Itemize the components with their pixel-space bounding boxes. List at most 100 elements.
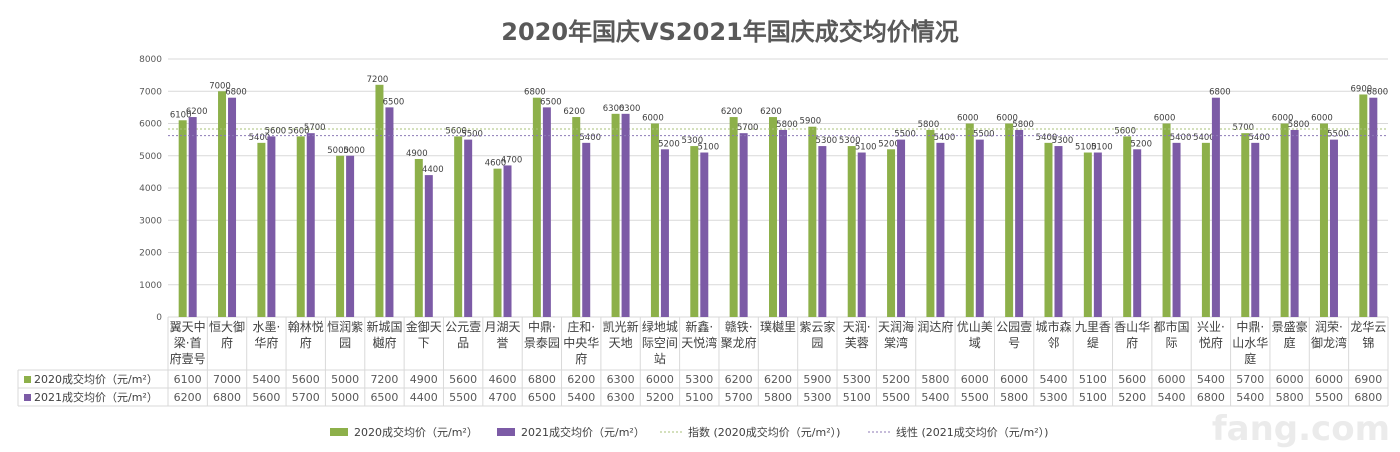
table-cell: 5100: [1079, 391, 1107, 404]
table-cell: 4900: [410, 373, 438, 386]
data-label: 5400: [1170, 133, 1192, 143]
category-label: 府: [1126, 335, 1138, 350]
bar-2020: [650, 123, 659, 317]
table-cell: 6200: [764, 373, 792, 386]
category-label: 金御天: [406, 319, 442, 334]
data-label: 6000: [1154, 114, 1176, 124]
bar-2020: [218, 91, 227, 317]
table-cell: 5500: [882, 391, 910, 404]
table-cell: 5100: [843, 391, 871, 404]
category-label: 新鑫·: [685, 319, 713, 334]
category-label: 中鼎·: [1236, 319, 1264, 334]
data-label: 6500: [383, 97, 405, 107]
data-label: 6300: [619, 104, 641, 114]
data-label: 5100: [697, 143, 719, 153]
bar-2020: [690, 146, 699, 317]
legend-swatch: [497, 428, 515, 436]
category-label: 天悦湾: [681, 335, 717, 350]
category-label: 域: [969, 336, 981, 350]
bar-2020: [493, 168, 502, 317]
bar-2021: [1054, 146, 1063, 317]
bar-2021: [1290, 129, 1299, 317]
bar-2021: [424, 175, 433, 317]
data-label: 6800: [1209, 88, 1231, 98]
table-cell: 5500: [449, 391, 477, 404]
category-label: 中央华: [563, 335, 599, 350]
category-label: 城市森: [1035, 319, 1071, 334]
bar-2021: [857, 152, 866, 317]
category-label: 兴业·: [1197, 320, 1225, 334]
y-tick-label: 6000: [139, 120, 162, 130]
category-label: 际空间: [642, 336, 678, 350]
category-label: 翰林悦: [288, 319, 324, 334]
category-label: 恒大御: [209, 319, 245, 334]
data-label: 6800: [1367, 88, 1389, 98]
table-cell: 6000: [1000, 373, 1028, 386]
bar-2020: [887, 149, 896, 317]
legend-label: 2020成交均价（元/m²）: [354, 425, 478, 439]
bar-2021: [621, 113, 630, 317]
table-cell: 6000: [1158, 373, 1186, 386]
data-label: 5300: [816, 136, 838, 146]
category-label: 都市国: [1154, 319, 1190, 334]
bar-2021: [700, 152, 709, 317]
category-label: 聚龙府: [721, 335, 757, 350]
bar-2021: [975, 139, 984, 317]
category-label: 庄和·: [567, 319, 595, 334]
bar-2020: [1083, 152, 1092, 317]
table-cell: 5400: [1158, 391, 1186, 404]
table-cell: 5700: [292, 391, 320, 404]
table-cell: 5400: [1197, 373, 1225, 386]
table-row-header: 2020成交均价（元/m²）: [34, 372, 158, 386]
data-label: 6100: [170, 110, 192, 120]
bar-2020: [1005, 123, 1014, 317]
table-cell: 5500: [961, 391, 989, 404]
table-cell: 6300: [607, 391, 635, 404]
bar-2020: [532, 97, 541, 317]
bar-2021: [818, 146, 827, 317]
bar-2021: [936, 142, 945, 317]
data-label: 5600: [288, 126, 310, 136]
bar-2021: [1329, 139, 1338, 317]
bar-2021: [346, 155, 355, 317]
category-label: 紫云家: [799, 319, 835, 334]
category-label: 绿地城: [642, 319, 678, 334]
category-label: 品: [457, 336, 469, 350]
category-label: 号: [1008, 336, 1020, 350]
category-label: 公元壹: [445, 320, 481, 334]
data-label: 5000: [343, 146, 365, 156]
data-label: 5000: [327, 146, 349, 156]
data-label: 4400: [422, 165, 444, 175]
table-cell: 5400: [252, 373, 280, 386]
table-cell: 5000: [331, 391, 359, 404]
y-tick-label: 1000: [139, 281, 162, 291]
table-row-header: 2021成交均价（元/m²）: [34, 390, 158, 404]
category-label: 樾府: [372, 335, 396, 350]
data-label: 5400: [249, 133, 271, 143]
bar-2020: [808, 126, 817, 317]
data-label: 5800: [776, 120, 798, 130]
category-label: 月湖天: [485, 319, 521, 334]
category-label: 新城国: [366, 319, 402, 334]
data-label: 5400: [1036, 133, 1058, 143]
category-label: 天润海: [878, 319, 914, 334]
category-label: 际: [1166, 336, 1178, 350]
bar-2021: [464, 139, 473, 317]
y-tick-label: 5000: [139, 152, 162, 162]
table-cell: 6800: [1354, 391, 1382, 404]
category-label: 天地: [609, 336, 633, 350]
bar-2020: [414, 158, 423, 317]
data-label: 5300: [1052, 136, 1074, 146]
data-label: 5300: [681, 136, 703, 146]
data-label: 6800: [225, 88, 247, 98]
category-label: 优山美: [957, 320, 993, 334]
bar-2020: [926, 129, 935, 317]
data-label: 6000: [1272, 114, 1294, 124]
table-cell: 6100: [174, 373, 202, 386]
category-label: 水墨·: [252, 320, 280, 334]
data-label: 5400: [1248, 133, 1270, 143]
bar-2020: [257, 142, 266, 317]
bar-2021: [582, 142, 591, 317]
